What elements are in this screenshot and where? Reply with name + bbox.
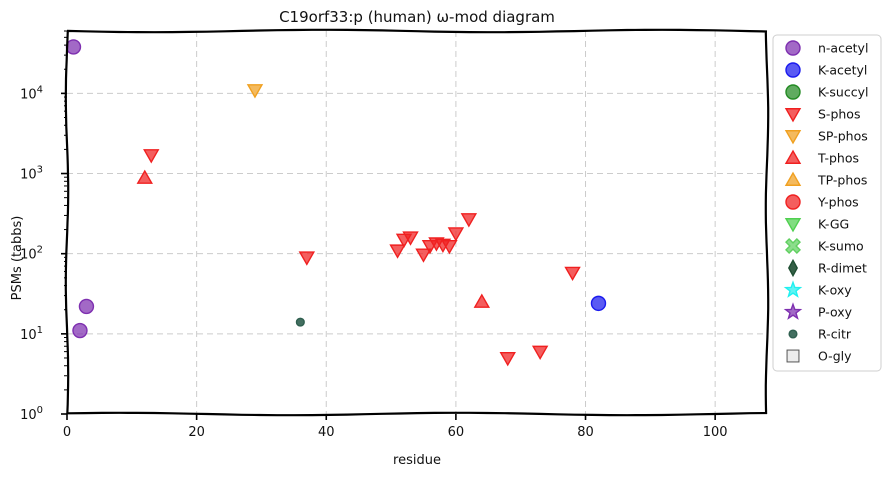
data-point-s-phos bbox=[402, 231, 419, 246]
data-point-k-acetyl bbox=[590, 295, 607, 312]
y-tick-label: 104 bbox=[20, 84, 43, 102]
data-point-s-phos bbox=[415, 248, 432, 263]
legend-label: R-dimet bbox=[818, 261, 867, 276]
legend-marker-y-phos bbox=[785, 194, 801, 210]
data-point-n-acetyl bbox=[78, 298, 95, 315]
legend-label: R-citr bbox=[818, 327, 852, 342]
x-tick-label: 100 bbox=[703, 425, 728, 440]
legend-label: K-succyl bbox=[818, 85, 868, 100]
legend-marker-s-phos bbox=[784, 108, 802, 123]
legend-label: K-sumo bbox=[818, 239, 864, 254]
legend-marker-k-succyl bbox=[785, 84, 801, 100]
legend-label: T-phos bbox=[817, 151, 859, 166]
legend-label: S-phos bbox=[818, 107, 860, 122]
legend-label: K-GG bbox=[818, 217, 849, 232]
y-tick-label: 101 bbox=[20, 325, 43, 343]
data-point-s-phos bbox=[460, 213, 478, 228]
data-point-s-phos bbox=[447, 227, 465, 242]
x-axis-label: residue bbox=[393, 453, 441, 468]
legend-label: TP-phos bbox=[817, 173, 867, 188]
y-tick-exponent: 1 bbox=[37, 325, 43, 336]
legend-marker-r-citr bbox=[788, 329, 798, 339]
legend-marker-sp-phos bbox=[784, 130, 802, 145]
y-tick-exponent: 0 bbox=[37, 405, 43, 416]
data-point-s-phos bbox=[531, 345, 549, 361]
legend-label: n-acetyl bbox=[818, 41, 868, 56]
data-point-t-phos bbox=[136, 169, 153, 184]
y-tick-label: 100 bbox=[20, 405, 43, 423]
x-axis-ticks: 0 20 40 60 80 100 bbox=[63, 414, 728, 440]
legend-marker-tp-phos bbox=[784, 171, 802, 186]
legend-label: Y-phos bbox=[817, 195, 859, 210]
x-tick-label: 80 bbox=[577, 425, 594, 440]
data-marks bbox=[65, 39, 607, 367]
legend-marker-o-gly bbox=[786, 349, 800, 363]
grid-lines bbox=[67, 31, 767, 414]
data-point-n-acetyl bbox=[72, 322, 88, 339]
data-point-s-phos bbox=[499, 352, 516, 367]
chart-title: C19orf33:p (human) ω-mod diagram bbox=[279, 8, 555, 26]
data-point-s-phos bbox=[441, 239, 458, 255]
legend-label: K-acetyl bbox=[818, 63, 867, 78]
x-tick-label: 20 bbox=[188, 425, 205, 440]
plot-frame bbox=[64, 28, 770, 417]
data-point-s-phos bbox=[298, 251, 316, 266]
x-tick-label: 0 bbox=[63, 425, 71, 440]
y-tick-exponent: 2 bbox=[37, 245, 43, 256]
legend-marker-t-phos bbox=[784, 149, 802, 164]
data-point-s-phos bbox=[143, 149, 160, 164]
y-axis-label: PSMs (tabbs) bbox=[10, 216, 25, 301]
y-tick-exponent: 3 bbox=[37, 165, 43, 176]
data-point-t-phos bbox=[473, 293, 491, 308]
data-point-s-phos bbox=[564, 266, 581, 282]
y-tick-label: 103 bbox=[20, 165, 43, 183]
y-tick-exponent: 4 bbox=[37, 84, 43, 95]
data-point-s-phos bbox=[389, 244, 406, 259]
x-tick-label: 40 bbox=[318, 425, 335, 440]
data-point-sp-phos bbox=[246, 84, 264, 99]
legend-marker-k-oxy bbox=[783, 280, 803, 298]
legend: n-acetyl K-acetyl K-succyl S-phos SP-phos T-p… bbox=[772, 34, 882, 372]
legend-marker-p-oxy bbox=[783, 302, 803, 320]
legend-marker-k-gg bbox=[784, 218, 802, 233]
legend-label: K-oxy bbox=[818, 283, 852, 298]
data-point-n-acetyl bbox=[65, 39, 82, 55]
legend-marker-r-dimet bbox=[788, 258, 798, 278]
legend-label: SP-phos bbox=[818, 129, 868, 144]
legend-marker-n-acetyl bbox=[785, 40, 801, 56]
legend-label: O-gly bbox=[818, 349, 852, 364]
legend-marker-k-acetyl bbox=[785, 62, 801, 78]
x-tick-label: 60 bbox=[448, 425, 465, 440]
data-point-r-citr bbox=[295, 317, 305, 327]
legend-marker-k-sumo bbox=[785, 238, 801, 254]
legend-label: P-oxy bbox=[818, 305, 853, 320]
